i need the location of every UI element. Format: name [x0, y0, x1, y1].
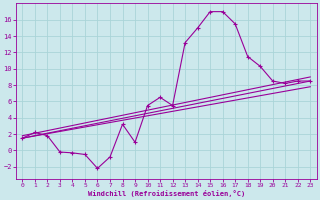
X-axis label: Windchill (Refroidissement éolien,°C): Windchill (Refroidissement éolien,°C): [88, 190, 245, 197]
